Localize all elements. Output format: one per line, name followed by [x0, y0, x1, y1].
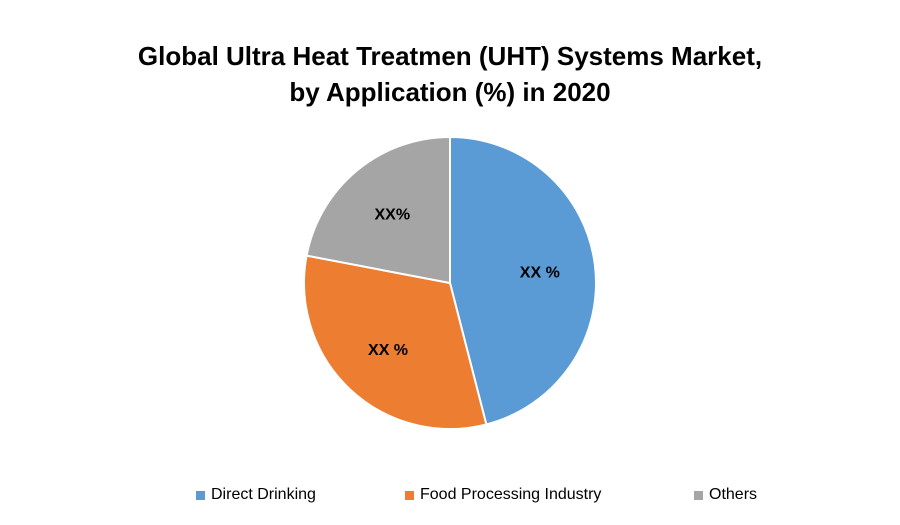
chart-title-line-1: Global Ultra Heat Treatmen (UHT) Systems… — [137, 41, 763, 71]
pie-slice-direct-drinking — [449, 135, 597, 426]
chart-title: Global Ultra Heat Treatmen (UHT) Systems… — [0, 38, 900, 110]
legend-swatch-direct-drinking — [196, 490, 205, 500]
legend-label-direct-drinking: Direct Drinking — [211, 486, 316, 503]
chart-title-line-2: by Application (%) in 2020 — [289, 77, 611, 107]
legend-item-others: Others — [694, 486, 757, 504]
legend-item-food-processing-industry: Food Processing Industry — [405, 486, 601, 504]
chart-legend: Direct Drinking Food Processing Industry O… — [0, 486, 900, 508]
legend-swatch-others — [694, 490, 703, 500]
slice-label-direct-drinking: XX % — [520, 265, 560, 282]
slice-label-food-processing-industry: XX % — [368, 342, 408, 359]
legend-label-food-processing-industry: Food Processing Industry — [420, 486, 602, 503]
slice-label-others: XX% — [375, 206, 411, 223]
pie-slice-others — [305, 135, 451, 285]
legend-item-direct-drinking: Direct Drinking — [196, 486, 316, 504]
pie-slice-food-processing-industry — [303, 254, 488, 430]
legend-swatch-food-processing-industry — [405, 490, 414, 500]
legend-label-others: Others — [709, 486, 758, 503]
